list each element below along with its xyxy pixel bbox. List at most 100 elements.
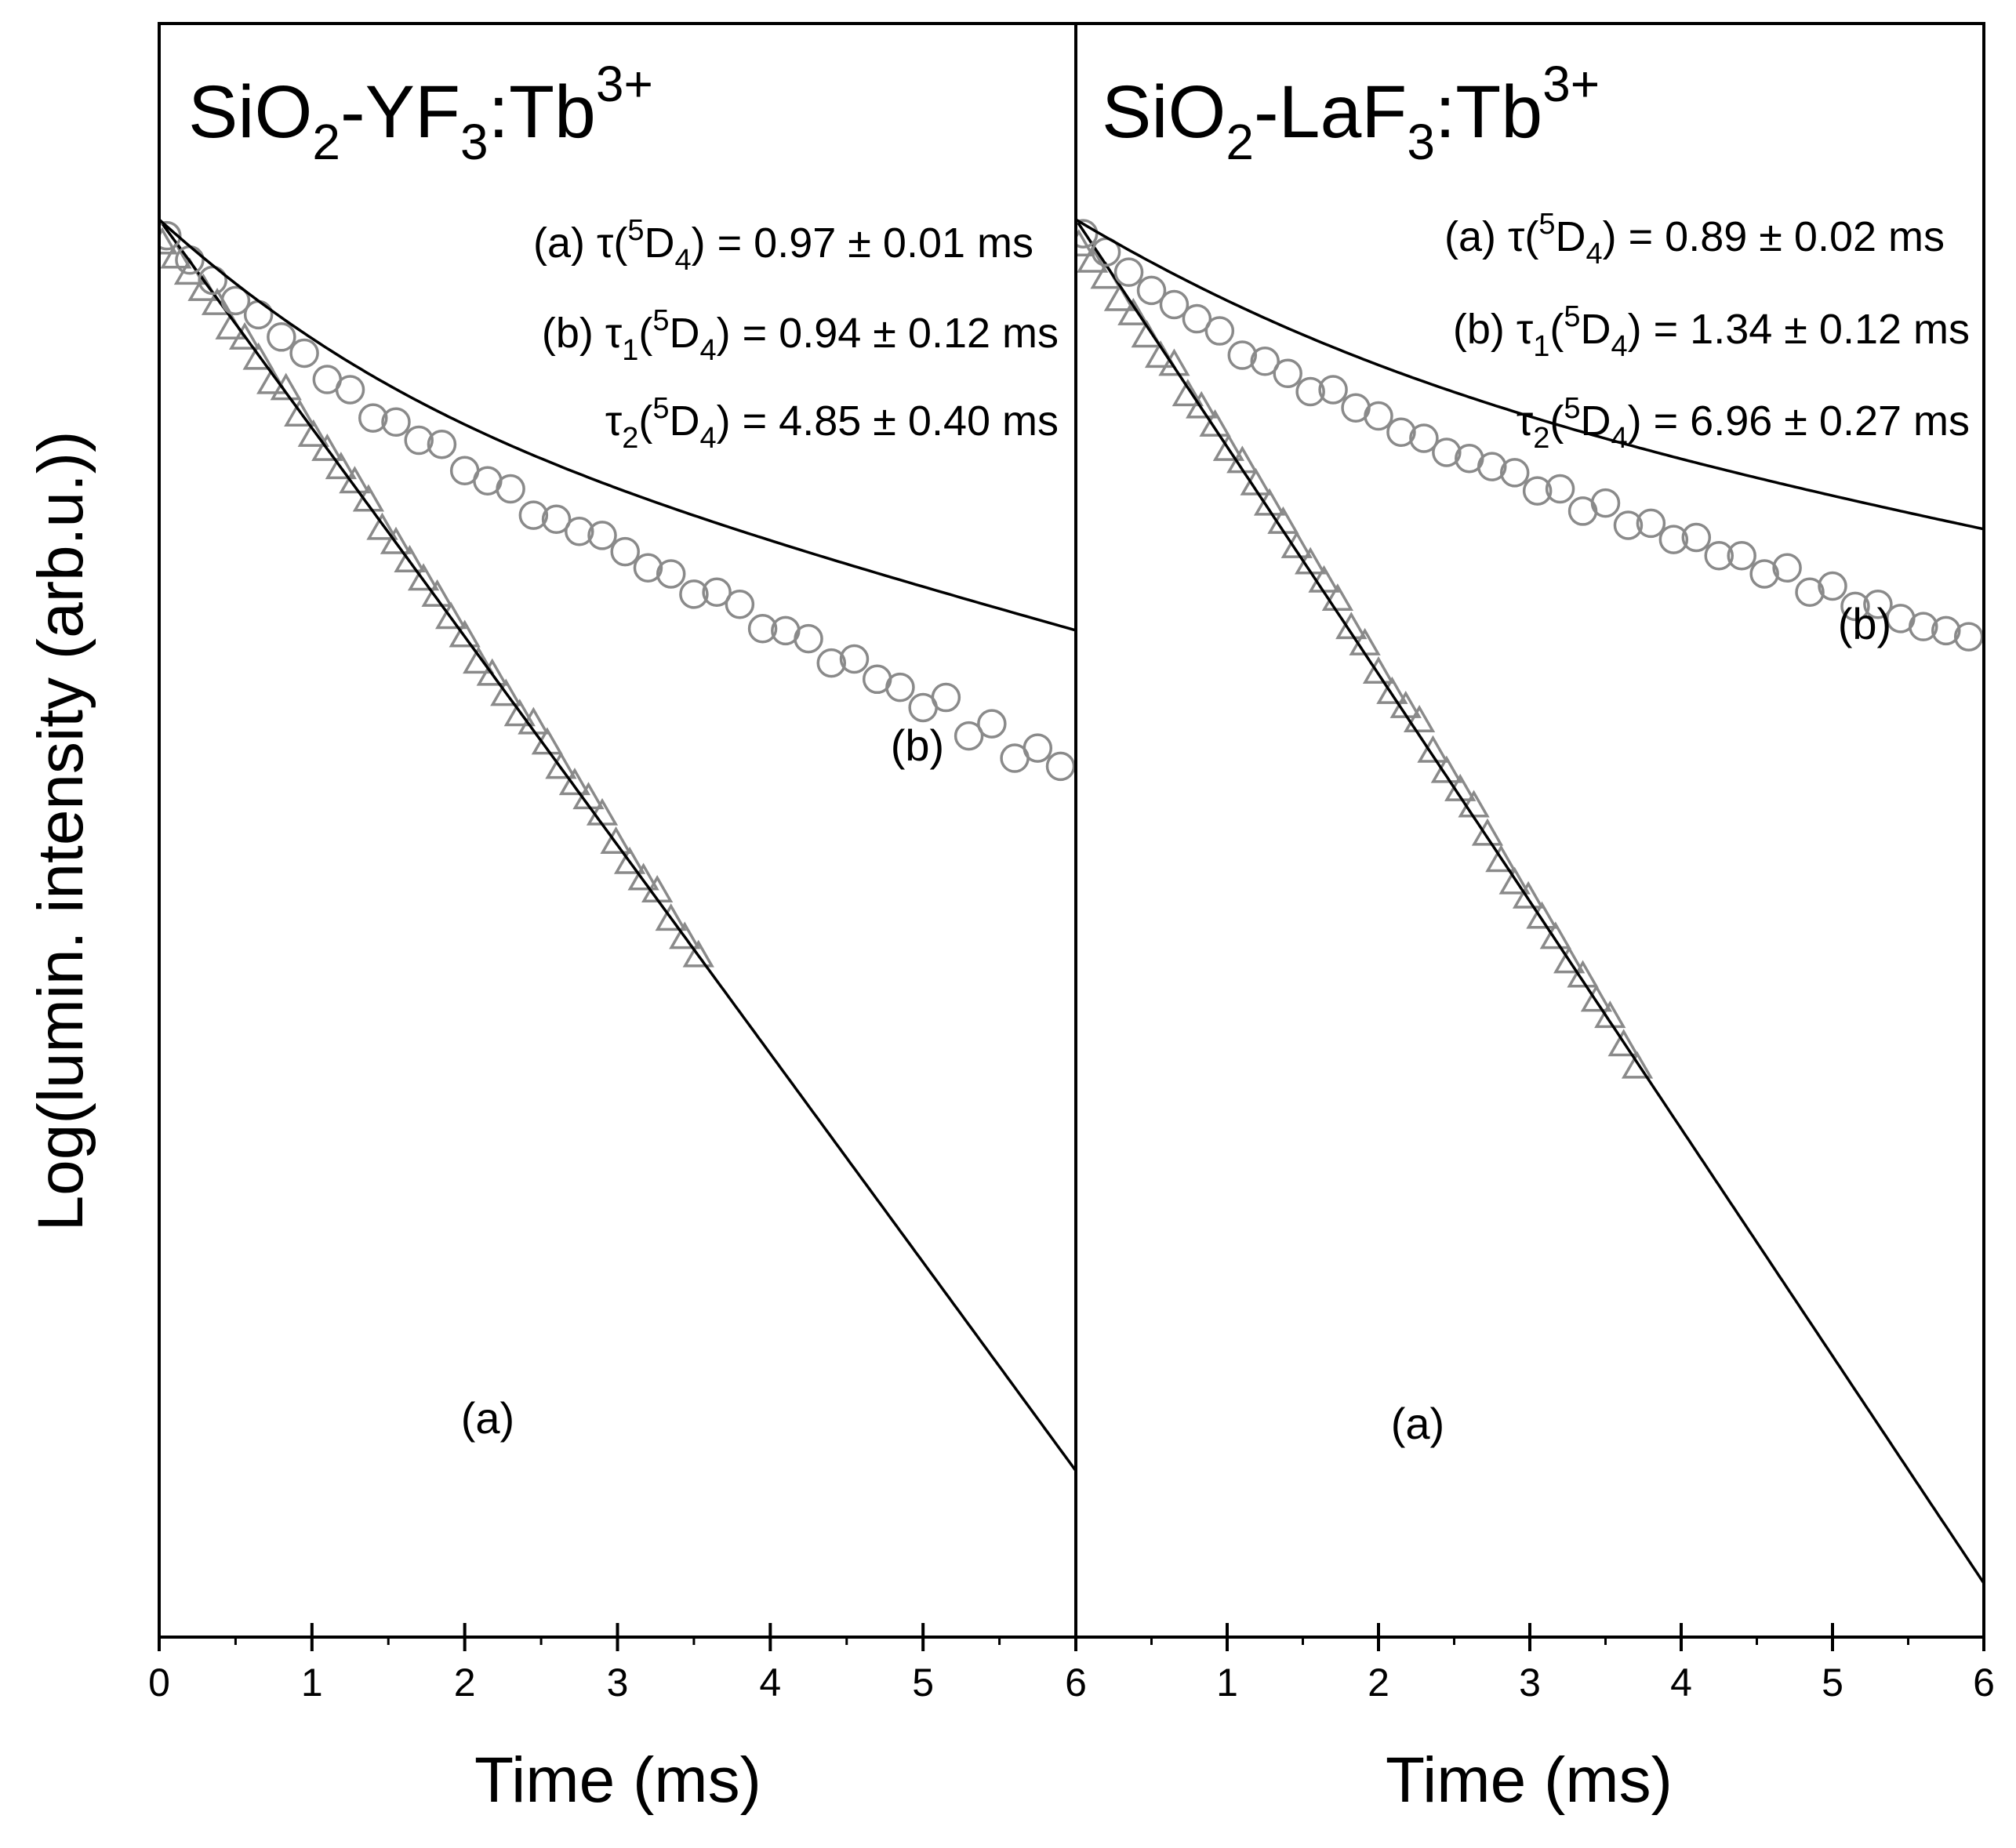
fit-curve-b [159, 218, 1076, 632]
data-point-circle [159, 220, 182, 251]
panel-1-curve-label-a: (a) [1391, 1399, 1444, 1448]
panel-1-ticks: 1 2 3 4 5 6 [1074, 1623, 1995, 1705]
data-point-triangle [380, 526, 412, 554]
data-point-circle [518, 500, 549, 530]
data-point-circle [1658, 525, 1689, 554]
panel-0-annotation-b1: (b) τ1(5D4) = 0.94 ± 0.12 ms [542, 304, 1059, 367]
data-point-triangle [284, 399, 316, 427]
data-point-circle [656, 559, 686, 589]
data-point-triangle [228, 321, 261, 350]
data-point-triangle [1621, 1051, 1654, 1079]
data-point-circle [1076, 219, 1099, 249]
x-tick-label: 6 [1065, 1661, 1087, 1705]
data-point-circle [565, 517, 594, 546]
data-point-circle [1432, 437, 1462, 467]
data-point-circle [1863, 589, 1893, 619]
x-tick-label: 6 [1973, 1661, 1995, 1705]
data-point-circle [1045, 751, 1076, 782]
data-point-circle [1364, 401, 1393, 431]
panel-0-marks [159, 218, 1076, 1472]
data-point-triangle [201, 287, 234, 315]
data-point-triangle [1430, 755, 1462, 783]
data-point-circle [816, 648, 847, 678]
data-point-triangle [297, 419, 329, 447]
data-point-triangle [1076, 229, 1095, 257]
data-point-circle [1681, 522, 1712, 553]
x-tick-label: 4 [759, 1661, 781, 1705]
data-point-circle [587, 521, 617, 550]
data-point-triangle [325, 452, 357, 480]
data-point-circle [1772, 553, 1802, 583]
data-point-circle [1227, 340, 1258, 370]
data-point-triangle [394, 544, 426, 572]
data-point-triangle [1512, 880, 1545, 909]
data-point-circle [1840, 591, 1870, 622]
data-point-triangle [1417, 735, 1449, 763]
x-tick-label: 5 [1822, 1661, 1843, 1705]
data-point-triangle [1349, 627, 1381, 655]
data-point-circle [427, 429, 457, 459]
panel-0-title: SiO2-YF3:Tb3+ [188, 56, 653, 170]
data-point-circle [1931, 615, 1961, 646]
data-point-triangle [339, 466, 371, 494]
x-tick-label: 3 [607, 1661, 629, 1705]
x-tick-label: 1 [301, 1661, 323, 1705]
data-point-circle [725, 589, 755, 619]
data-point-triangle [1212, 433, 1245, 461]
data-point-triangle [1553, 946, 1586, 974]
data-point-circle [1386, 417, 1416, 447]
data-point-triangle [600, 826, 632, 854]
data-point-triangle [1567, 960, 1599, 988]
data-point-triangle [627, 862, 659, 891]
data-point-circle [977, 709, 1007, 739]
data-point-circle [1749, 559, 1779, 589]
data-point-triangle [1335, 612, 1368, 640]
data-point-triangle [270, 372, 302, 401]
data-point-circle [289, 338, 319, 369]
fit-curve-b [1076, 218, 1984, 531]
data-point-triangle [421, 579, 453, 607]
data-point-circle [633, 553, 663, 583]
data-point-circle [1545, 474, 1575, 504]
data-point-triangle [352, 484, 385, 512]
data-point-triangle [1321, 583, 1354, 612]
data-point-circle [335, 375, 365, 405]
data-point-circle [931, 682, 961, 713]
data-point-circle [1273, 358, 1302, 389]
data-point-circle [1953, 622, 1984, 652]
data-point-circle [381, 407, 411, 437]
data-point-circle [702, 577, 732, 607]
series-a [159, 218, 1076, 1472]
x-tick-label: 3 [1519, 1661, 1541, 1705]
data-point-circle [1318, 375, 1348, 405]
data-point-circle [839, 644, 870, 674]
data-point-triangle [669, 921, 701, 949]
data-point-circle [1113, 257, 1144, 287]
data-point-circle [1522, 476, 1553, 506]
panel-1-plot-area [1076, 218, 1984, 1585]
data-point-triangle [242, 342, 274, 370]
data-point-triangle [1103, 283, 1136, 311]
data-point-circle [1023, 733, 1053, 763]
data-point-triangle [160, 241, 192, 269]
data-point-triangle [1158, 348, 1190, 376]
panel-0-curve-label-b: (b) [891, 721, 944, 770]
panel-sio2-laf3: 1 2 3 4 5 6 SiO2-LaF3:Tb3+ (a) τ(5D4) = 0.89 … [1074, 22, 1995, 1816]
data-point-triangle [1186, 390, 1218, 419]
panel-1-title: SiO2-LaF3:Tb3+ [1102, 56, 1600, 170]
data-point-circle [1909, 612, 1938, 641]
data-point-triangle [449, 619, 481, 648]
panel-1-marks [1076, 218, 1984, 1585]
data-point-triangle [1199, 408, 1231, 437]
data-point-triangle [366, 512, 398, 540]
data-point-circle [1477, 452, 1507, 481]
data-point-triangle [1539, 921, 1571, 949]
data-point-circle [1159, 289, 1190, 320]
data-point-triangle [682, 939, 714, 968]
panel-1-curve-label-b: (b) [1838, 599, 1891, 648]
panel-1-annotation-b1: (b) τ1(5D4) = 1.34 ± 0.12 ms [1453, 300, 1970, 363]
panel-0-plot-area [159, 218, 1076, 1472]
series-a [1076, 219, 1984, 1585]
y-axis-label: Log(lumin. intensity (arb.u.)) [25, 431, 96, 1232]
